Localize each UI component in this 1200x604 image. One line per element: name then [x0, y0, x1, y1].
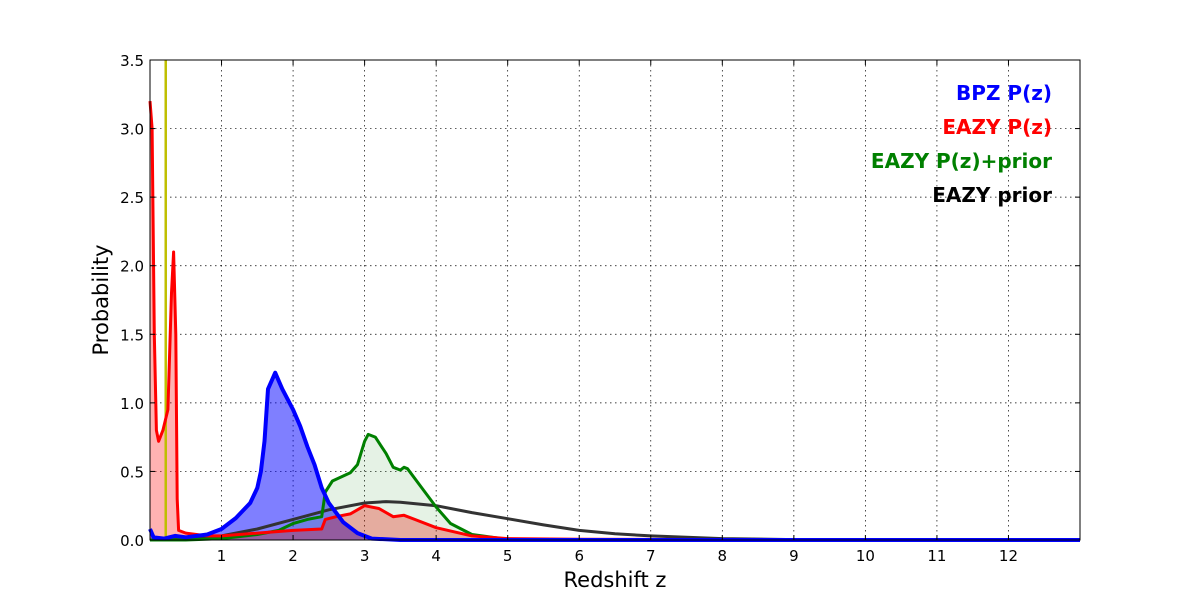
x-tick-label: 9: [789, 547, 799, 565]
y-tick-label: 1.5: [120, 326, 144, 344]
y-axis-label: Probability: [89, 244, 113, 355]
plot-frame: [149, 59, 1081, 541]
x-tick-label: 1: [217, 547, 227, 565]
y-tick-label: 1.0: [120, 395, 144, 413]
legend-entry: EAZY P(z)+prior: [871, 149, 1052, 173]
legend-entry: EAZY P(z): [942, 115, 1052, 139]
x-tick-label: 6: [574, 547, 584, 565]
x-tick-label: 12: [999, 547, 1018, 565]
series-lines: [148, 60, 1080, 542]
y-tick-label: 0.5: [120, 463, 144, 481]
series-fills: [150, 101, 1080, 540]
y-tick-label: 0.0: [120, 532, 144, 550]
x-tick-label: 7: [646, 547, 656, 565]
ticks: 1 2 3 4 5 6 7 8 9 10 11 120.00.51.01.52.02.53.03.5: [120, 52, 1080, 565]
x-tick-label: 5: [503, 547, 513, 565]
x-tick-label: 3: [360, 547, 370, 565]
y-tick-label: 2.5: [120, 189, 144, 207]
bpz-p-z-line: [148, 370, 1080, 542]
x-tick-label: 8: [718, 547, 728, 565]
y-tick-label: 2.0: [120, 258, 144, 276]
legend: BPZ P(z) EAZY P(z) EAZY P(z)+prior EAZY pri…: [871, 81, 1052, 207]
x-tick-label: 2: [288, 547, 298, 565]
x-tick-label: 10: [856, 547, 875, 565]
bpz-p-z-fill: [150, 372, 1080, 540]
legend-entry: EAZY prior: [932, 183, 1052, 207]
legend-entry: BPZ P(z): [956, 81, 1052, 105]
eazy-p-z-line: [148, 100, 995, 542]
eazy-p-z-prior-line: [150, 432, 995, 542]
x-axis-label: Redshift z: [564, 568, 667, 592]
y-tick-label: 3.0: [120, 121, 144, 139]
x-tick-label: 11: [927, 547, 946, 565]
x-tick-label: 4: [431, 547, 441, 565]
eazy-p-z-prior-fill: [150, 434, 995, 540]
y-tick-label: 3.5: [120, 52, 144, 70]
